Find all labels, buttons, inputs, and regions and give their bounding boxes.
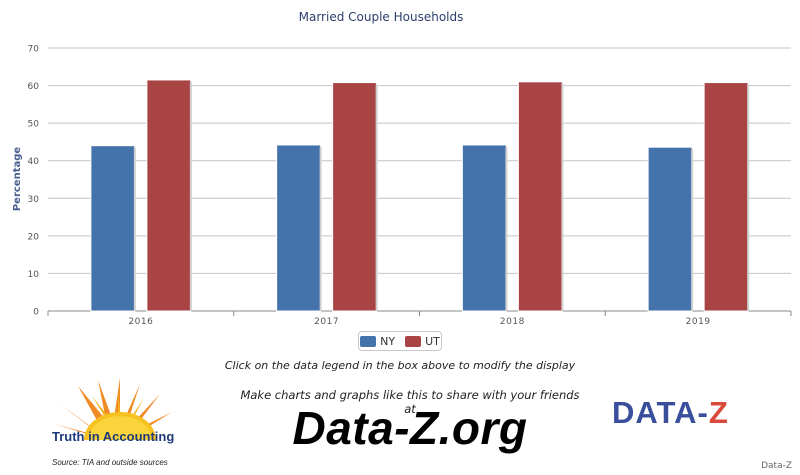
site-url-link[interactable]: Data-Z.org: [292, 402, 528, 454]
legend-item-ut[interactable]: UT: [405, 335, 440, 348]
legend-label-ny: NY: [380, 334, 396, 348]
bar-shadow: [561, 83, 564, 311]
tia-name: Truth in Accounting: [52, 429, 175, 444]
bar-shadow: [133, 147, 136, 311]
chart: Married Couple Households Percentage 0 10…: [12, 10, 792, 327]
legend-hint: Click on the data legend in the box abov…: [224, 359, 576, 372]
bar-ny-2017[interactable]: [276, 144, 322, 312]
x-tick-label: 2018: [500, 317, 525, 327]
bar-ut-2016[interactable]: [146, 79, 192, 312]
credit-text: Data-Z: [761, 461, 792, 471]
chart-title: Married Couple Households: [299, 10, 464, 24]
bar-ny-2019[interactable]: [647, 146, 693, 312]
y-tick-label: 20: [28, 232, 40, 242]
y-tick-label: 60: [28, 82, 40, 92]
bar-shadow: [747, 84, 750, 312]
x-tick-label: 2017: [314, 317, 339, 327]
x-tick-label: 2016: [128, 317, 153, 327]
sun-logo-icon: [54, 378, 172, 440]
y-tick-label: 10: [28, 270, 40, 280]
y-tick-label: 70: [28, 45, 40, 55]
legend-swatch-ny: [360, 335, 377, 347]
y-tick-label: 40: [28, 157, 40, 167]
bar-shadow: [189, 81, 192, 311]
bar-shadow: [691, 149, 694, 311]
bar-ut-2018[interactable]: [517, 81, 563, 312]
chart-legend: NY UT: [358, 331, 442, 351]
promo-text: Make charts and graphs like this to shar…: [240, 388, 580, 416]
bar-shadow: [375, 84, 378, 312]
bar-ny-2016[interactable]: [90, 145, 136, 312]
bar-ny-2018[interactable]: [461, 144, 507, 312]
x-tick-label: 2019: [686, 317, 711, 327]
y-tick-label: 0: [33, 308, 39, 318]
bar-shadow: [319, 146, 322, 311]
dataz-logo-left: DATA-: [612, 395, 709, 430]
bar-ut-2017[interactable]: [332, 82, 378, 312]
legend-swatch-ut: [405, 335, 422, 347]
y-tick-label: 30: [28, 195, 40, 205]
legend-item-ny[interactable]: NY: [360, 335, 395, 348]
y-axis-label: Percentage: [12, 147, 23, 212]
y-tick-label: 50: [28, 120, 40, 130]
dataz-logo-right: Z: [708, 395, 729, 430]
bar-shadow: [505, 146, 508, 311]
legend-label-ut: UT: [425, 334, 440, 348]
dataz-logo: DATA-Z: [612, 395, 729, 431]
source-note: Source: TIA and outside sources: [52, 458, 168, 467]
bar-ut-2019[interactable]: [703, 82, 749, 312]
